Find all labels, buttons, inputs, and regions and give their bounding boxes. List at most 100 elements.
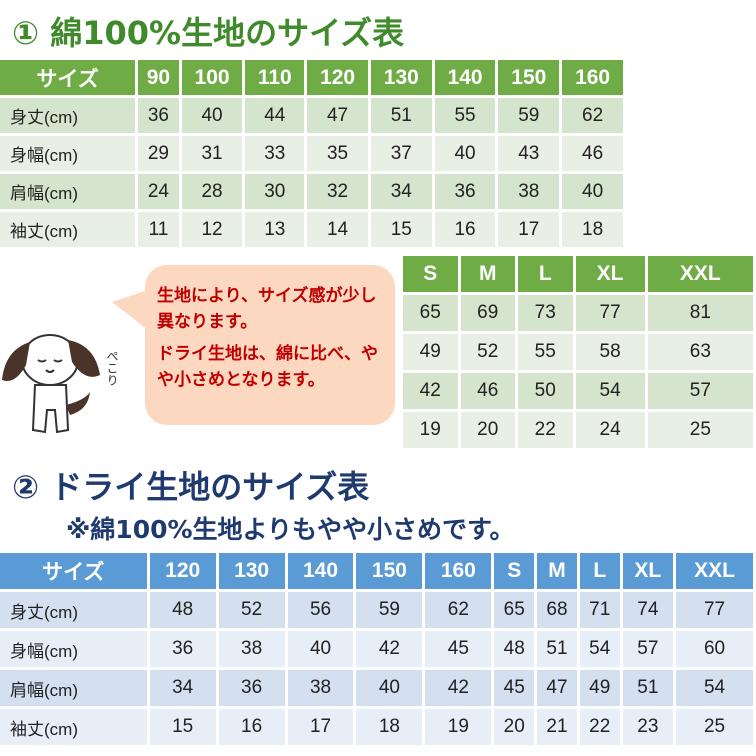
table-cell: 32 <box>307 174 368 209</box>
table-cell: 58 <box>575 334 645 370</box>
table-cell: 65 <box>494 592 535 628</box>
table-row: 身幅(cm) 29 31 33 35 37 40 43 46 <box>0 136 623 171</box>
header-cell: 130 <box>218 553 285 589</box>
table-cell: 62 <box>562 98 623 133</box>
table-cell: 52 <box>218 592 285 628</box>
table-cell: 50 <box>518 373 573 409</box>
row-label: 身丈(cm) <box>0 98 136 133</box>
table-cell: 40 <box>287 631 354 667</box>
table-cell: 16 <box>218 709 285 745</box>
table-cell: 18 <box>356 709 423 745</box>
header-cell: 140 <box>434 60 496 95</box>
header-cell: S <box>494 553 535 589</box>
table-cell: 38 <box>218 631 285 667</box>
table-cell: 57 <box>622 631 674 667</box>
table-row: 袖丈(cm) 15 16 17 18 19 20 21 22 23 25 <box>0 709 753 745</box>
table-cell: 40 <box>356 670 423 706</box>
table-cell: 25 <box>676 709 753 745</box>
table-row: 49 52 55 58 63 <box>403 334 753 370</box>
header-cell: 150 <box>498 60 560 95</box>
table-cell: 28 <box>181 174 243 209</box>
table-cell: 48 <box>149 592 216 628</box>
table-cell: 59 <box>498 98 560 133</box>
table-cell: 17 <box>287 709 354 745</box>
header-cell: S <box>403 256 458 292</box>
table-row: 19 20 22 24 25 <box>403 412 753 448</box>
table-cell: 45 <box>425 631 492 667</box>
header-cell: L <box>518 256 573 292</box>
table-cell: 69 <box>460 295 515 331</box>
table-cell: 77 <box>676 592 753 628</box>
table-cell: 40 <box>181 98 243 133</box>
table-cell: 23 <box>622 709 674 745</box>
table-cell: 36 <box>138 98 179 133</box>
table-cell: 36 <box>149 631 216 667</box>
table-cell: 57 <box>647 373 753 409</box>
table-cell: 16 <box>434 212 496 247</box>
table-cell: 34 <box>370 174 432 209</box>
table-row: 42 46 50 54 57 <box>403 373 753 409</box>
table-cell: 71 <box>579 592 620 628</box>
table-cell: 63 <box>647 334 753 370</box>
dry-size-subtitle: ※綿100%生地よりもやや小さめです。 <box>66 515 515 544</box>
header-cell: L <box>579 553 620 589</box>
header-cell: サイズ <box>0 60 136 95</box>
table-cell: 44 <box>245 98 305 133</box>
table-cell: 43 <box>498 136 560 171</box>
table-cell: 24 <box>575 412 645 448</box>
header-cell: 160 <box>425 553 492 589</box>
table-cell: 65 <box>403 295 458 331</box>
table-cell: 18 <box>562 212 623 247</box>
table-cell: 42 <box>356 631 423 667</box>
header-cell: 120 <box>307 60 368 95</box>
table-cell: 12 <box>181 212 243 247</box>
table-cell: 60 <box>676 631 753 667</box>
table-row: 65 69 73 77 81 <box>403 295 753 331</box>
table-cell: 51 <box>622 670 674 706</box>
table-cell: 47 <box>307 98 368 133</box>
table-cell: 55 <box>434 98 496 133</box>
table-cell: 54 <box>676 670 753 706</box>
table-cell: 49 <box>579 670 620 706</box>
row-label: 身幅(cm) <box>0 136 136 171</box>
table-row: 肩幅(cm) 24 28 30 32 34 36 38 40 <box>0 174 623 209</box>
table-cell: 74 <box>622 592 674 628</box>
table-cell: 37 <box>370 136 432 171</box>
table-cell: 20 <box>460 412 515 448</box>
table-cell: 42 <box>425 670 492 706</box>
table-cell: 36 <box>218 670 285 706</box>
dog-bowing-icon <box>2 334 100 434</box>
table-cell: 22 <box>518 412 573 448</box>
header-cell: XL <box>622 553 674 589</box>
table-cell: 51 <box>537 631 577 667</box>
table-cell: 35 <box>307 136 368 171</box>
bubble-line-2: ドライ生地は、綿に比べ、やや小さめとなります。 <box>157 344 378 390</box>
table-cell: 42 <box>403 373 458 409</box>
header-cell: 100 <box>181 60 243 95</box>
table-cell: 33 <box>245 136 305 171</box>
table-cell: 30 <box>245 174 305 209</box>
header-row: サイズ 90 100 110 120 130 140 150 160 <box>0 60 623 95</box>
table-cell: 40 <box>562 174 623 209</box>
header-cell: 150 <box>356 553 423 589</box>
table-cell: 40 <box>434 136 496 171</box>
header-cell: 120 <box>149 553 216 589</box>
header-cell: XXL <box>647 256 753 292</box>
table-cell: 59 <box>356 592 423 628</box>
table-cell: 48 <box>494 631 535 667</box>
table-cell: 22 <box>579 709 620 745</box>
header-cell: 160 <box>562 60 623 95</box>
header-cell: 130 <box>370 60 432 95</box>
cotton-adult-size-table: S M L XL XXL 65 69 73 77 81 49 52 55 58 63 42 46 50 54 57 19… <box>400 253 756 451</box>
mascot-sound: ぺこり <box>105 350 119 386</box>
table-row: 肩幅(cm) 34 36 38 40 42 45 47 49 51 54 <box>0 670 753 706</box>
header-row: サイズ 120 130 140 150 160 S M L XL XXL <box>0 553 753 589</box>
table-row: 身丈(cm) 36 40 44 47 51 55 59 62 <box>0 98 623 133</box>
dry-size-table: サイズ 120 130 140 150 160 S M L XL XXL 身丈(cm) 48 52 56 59… <box>0 550 756 748</box>
dry-size-title: ② ドライ生地のサイズ表 <box>12 468 370 506</box>
speech-bubble: 生地により、サイズ感が少し異なります。 ドライ生地は、綿に比べ、やや小さめとなり… <box>145 265 395 425</box>
header-cell: M <box>460 256 515 292</box>
table-cell: 15 <box>370 212 432 247</box>
table-cell: 38 <box>498 174 560 209</box>
table-cell: 36 <box>434 174 496 209</box>
